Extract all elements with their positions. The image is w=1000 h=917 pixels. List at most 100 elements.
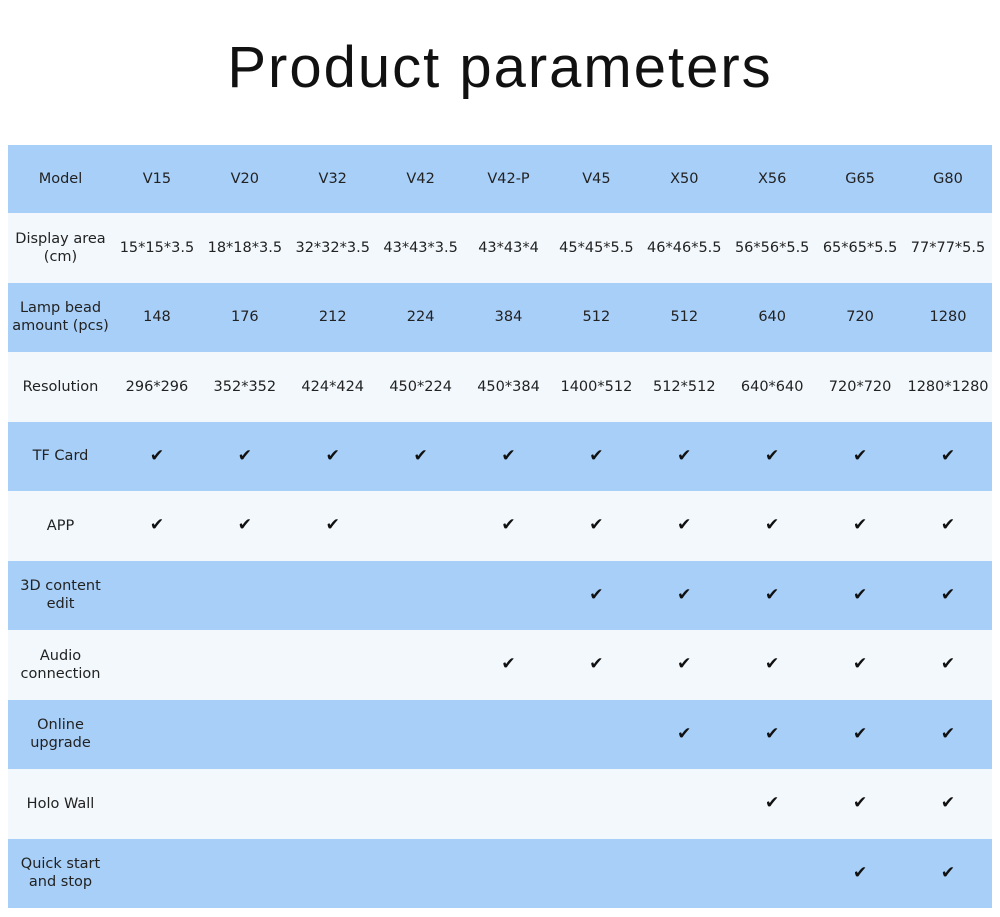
table-cell: 43*43*3.5: [383, 239, 458, 256]
table-cell: ✔: [552, 491, 640, 561]
table-cell: ✔: [904, 700, 992, 770]
table-cell: 450*384: [477, 378, 540, 395]
table-cell: [201, 700, 289, 770]
table-cell: 56*56*5.5: [734, 239, 810, 256]
table-cell: 45*45*5.5: [559, 239, 634, 256]
table-cell: [377, 491, 465, 561]
table-cell: ✔: [552, 630, 640, 700]
parameters-table: Model V15 V20 V32 V42 V42-P V45 X50 X56 G65 G80 Dis…: [8, 145, 992, 908]
table-cell: ✔: [552, 422, 640, 492]
table-cell: ✔: [640, 561, 728, 631]
checkmark-icon: ✔: [677, 515, 692, 536]
checkmark-icon: ✔: [589, 445, 604, 466]
table-cell: ✔: [113, 422, 201, 492]
table-cell: 77*77*5.5: [910, 239, 986, 256]
row-label: Audio connection: [20, 647, 101, 682]
table-cell: [465, 769, 553, 839]
table-cell: ✔: [816, 700, 904, 770]
checkmark-icon: ✔: [852, 723, 868, 744]
table-cell: 640*640: [740, 378, 804, 395]
table-cell: [552, 700, 640, 770]
table-cell: ✔: [289, 422, 377, 492]
table-cell: ✔: [640, 422, 728, 492]
table-cell: [289, 561, 377, 631]
checkmark-icon: ✔: [237, 515, 252, 536]
table-cell: ✔: [904, 422, 992, 492]
table-cell: ✔: [728, 700, 816, 770]
table-cell: [201, 839, 289, 909]
model-header-x50: X50: [670, 171, 699, 187]
table-cell: ✔: [377, 422, 465, 492]
model-header-x56: X56: [757, 171, 787, 187]
table-row: APP ✔ ✔ ✔ ✔ ✔ ✔ ✔ ✔ ✔: [8, 491, 992, 561]
row-label: Display area (cm): [15, 230, 106, 265]
checkmark-icon: ✔: [589, 584, 604, 605]
checkmark-icon: ✔: [237, 445, 252, 466]
table-cell: [201, 769, 289, 839]
checkmark-icon: ✔: [940, 793, 956, 814]
checkmark-icon: ✔: [149, 515, 165, 536]
table-cell: ✔: [816, 630, 904, 700]
table-cell: ✔: [728, 561, 816, 631]
row-label: Holo Wall: [26, 795, 95, 812]
table-cell: [377, 630, 465, 700]
row-label: Quick start and stop: [20, 856, 101, 891]
table-cell: [465, 561, 553, 631]
row-label: TF Card: [32, 448, 89, 465]
table-cell: ✔: [465, 491, 553, 561]
row-label: Lamp bead amount (pcs): [12, 300, 109, 335]
table-cell: 212: [318, 309, 347, 326]
table-cell: [465, 700, 553, 770]
table-cell: [201, 561, 289, 631]
table-cell: 512*512: [652, 378, 716, 395]
table-cell: ✔: [552, 561, 640, 631]
checkmark-icon: ✔: [501, 654, 516, 675]
checkmark-icon: ✔: [589, 654, 604, 675]
table-row: Resolution 296*296 352*352 424*424 450*224 45…: [8, 352, 992, 422]
table-cell: 43*43*4: [478, 239, 539, 256]
checkmark-icon: ✔: [325, 445, 340, 466]
table-cell: 296*296: [125, 378, 189, 395]
table-cell: ✔: [816, 422, 904, 492]
table-row: Display area (cm) 15*15*3.5 18*18*3.5 32*32…: [8, 213, 992, 283]
table-cell: [552, 769, 640, 839]
table-cell: 148: [143, 309, 171, 326]
table-cell: 46*46*5.5: [647, 239, 722, 256]
checkmark-icon: ✔: [940, 584, 956, 605]
table-cell: ✔: [728, 422, 816, 492]
model-header-v20: V20: [230, 171, 260, 187]
table-cell: [289, 630, 377, 700]
table-cell: [289, 700, 377, 770]
table-cell: 352*352: [213, 378, 277, 395]
table-cell: ✔: [816, 491, 904, 561]
table-cell: ✔: [904, 491, 992, 561]
row-label: Resolution: [22, 378, 99, 395]
table-cell: [201, 630, 289, 700]
header-label: Model: [38, 171, 83, 187]
checkmark-icon: ✔: [325, 515, 340, 536]
model-header-v32: V32: [318, 171, 347, 187]
table-cell: [377, 561, 465, 631]
table-cell: [289, 769, 377, 839]
table-cell: ✔: [904, 561, 992, 631]
table-cell: ✔: [816, 561, 904, 631]
table-cell: [113, 700, 201, 770]
checkmark-icon: ✔: [852, 862, 868, 883]
checkmark-icon: ✔: [149, 445, 165, 466]
table-cell: 720*720: [828, 378, 892, 395]
checkmark-icon: ✔: [765, 723, 780, 744]
table-cell: ✔: [201, 491, 289, 561]
table-cell: 15*15*3.5: [119, 239, 195, 256]
table-cell: ✔: [201, 422, 289, 492]
table-cell: ✔: [289, 491, 377, 561]
table-cell: [640, 769, 728, 839]
checkmark-icon: ✔: [852, 515, 868, 536]
checkmark-icon: ✔: [765, 515, 780, 536]
table-cell: [377, 839, 465, 909]
table-cell: ✔: [904, 769, 992, 839]
table-row: Quick start and stop ✔ ✔: [8, 838, 992, 909]
table-row: Holo Wall ✔ ✔ ✔: [8, 769, 992, 839]
table-cell: [640, 839, 728, 909]
checkmark-icon: ✔: [940, 654, 956, 675]
table-cell: ✔: [640, 630, 728, 700]
